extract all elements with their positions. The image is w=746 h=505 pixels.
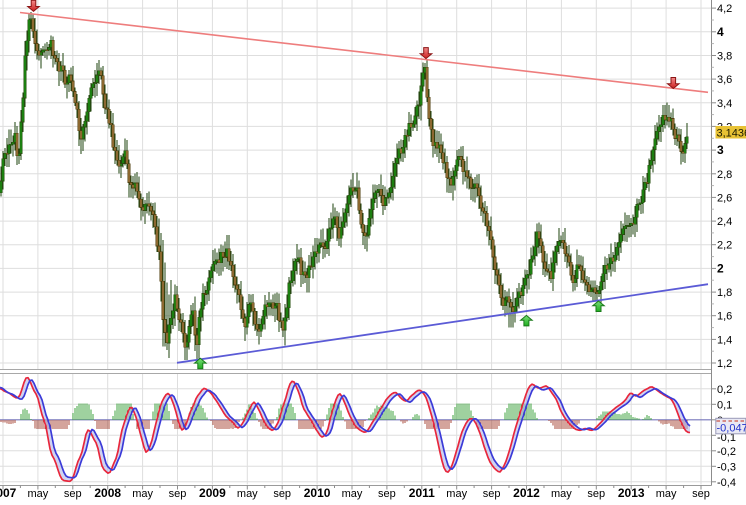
svg-text:may: may [28, 488, 49, 500]
svg-text:sep: sep [692, 488, 710, 500]
svg-text:sep: sep [169, 488, 187, 500]
svg-text:3,4: 3,4 [717, 98, 732, 110]
svg-text:2010: 2010 [304, 486, 331, 500]
svg-text:sep: sep [64, 488, 82, 500]
svg-text:2009: 2009 [199, 486, 226, 500]
svg-text:sep: sep [378, 488, 396, 500]
svg-text:may: may [656, 488, 677, 500]
svg-text:may: may [446, 488, 467, 500]
svg-text:1,6: 1,6 [717, 311, 732, 323]
svg-text:2012: 2012 [513, 486, 540, 500]
svg-text:2007: 2007 [0, 486, 17, 500]
svg-text:0,1: 0,1 [717, 399, 732, 411]
svg-text:2008: 2008 [94, 486, 121, 500]
svg-text:sep: sep [587, 488, 605, 500]
svg-text:1,4: 1,4 [717, 334, 732, 346]
svg-text:2,2: 2,2 [717, 240, 732, 252]
svg-text:-0,2: -0,2 [717, 446, 736, 458]
svg-text:may: may [551, 488, 572, 500]
svg-text:2,6: 2,6 [717, 192, 732, 204]
svg-text:1,2: 1,2 [717, 358, 732, 370]
svg-text:4: 4 [717, 25, 724, 39]
svg-text:2011: 2011 [409, 486, 435, 500]
svg-text:sep: sep [483, 488, 501, 500]
svg-text:may: may [237, 488, 258, 500]
svg-text:-0,047: -0,047 [717, 423, 746, 435]
svg-text:3,8: 3,8 [717, 51, 732, 63]
svg-text:1,8: 1,8 [717, 287, 732, 299]
svg-text:may: may [132, 488, 153, 500]
svg-text:-0,3: -0,3 [717, 461, 736, 473]
svg-text:-0,4: -0,4 [717, 477, 736, 489]
svg-text:2,4: 2,4 [717, 216, 732, 228]
svg-text:may: may [342, 488, 363, 500]
svg-text:3,6: 3,6 [717, 74, 732, 86]
svg-text:4,2: 4,2 [717, 3, 732, 15]
svg-text:0,2: 0,2 [717, 384, 732, 396]
svg-text:2: 2 [717, 261, 724, 275]
svg-text:2013: 2013 [618, 486, 645, 500]
svg-text:3,1436: 3,1436 [717, 128, 746, 140]
svg-text:2,8: 2,8 [717, 169, 732, 181]
svg-text:sep: sep [273, 488, 291, 500]
svg-text:3: 3 [717, 143, 724, 157]
